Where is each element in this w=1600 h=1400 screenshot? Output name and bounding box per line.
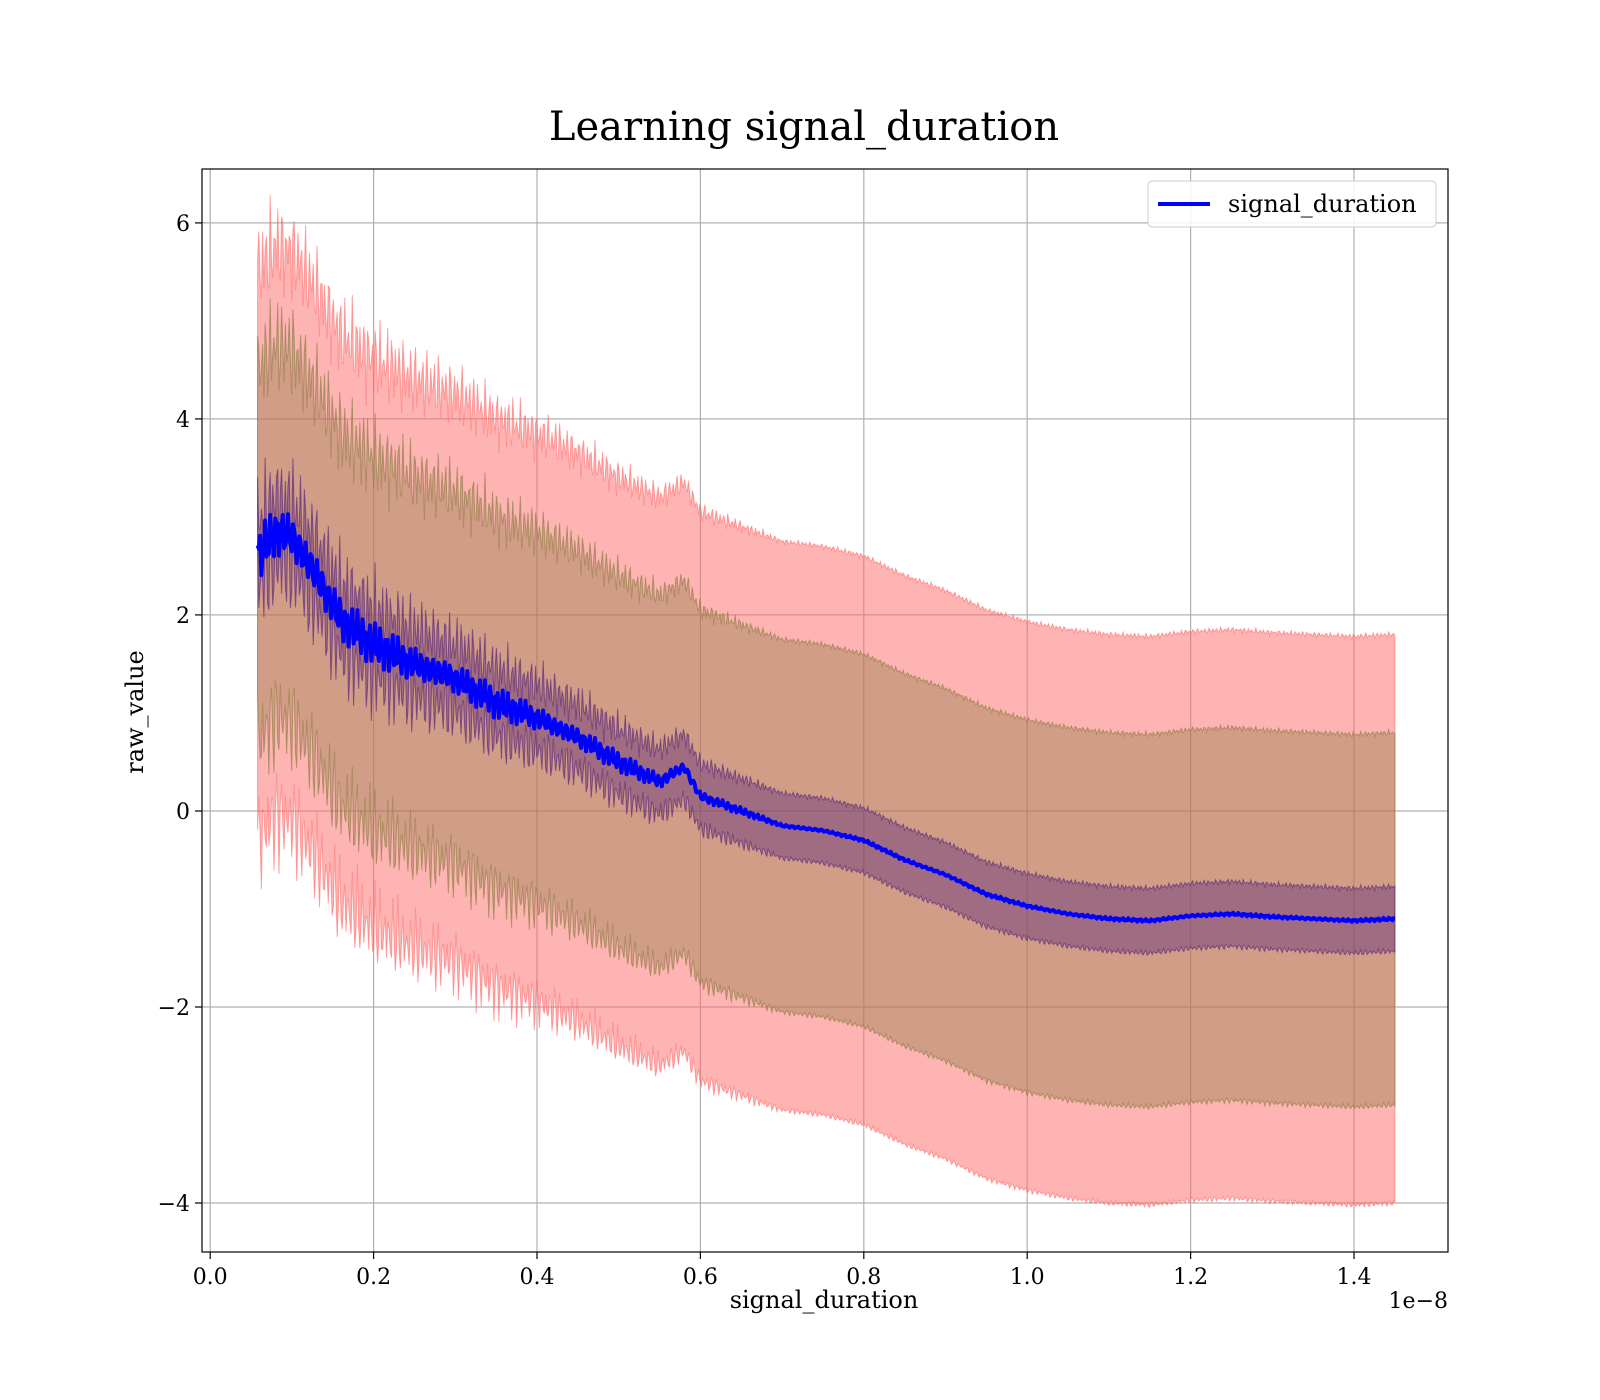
y-tick-label: 4: [176, 408, 190, 433]
y-tick-label: 0: [176, 800, 190, 825]
line-layer: [255, 512, 1396, 924]
legend-label: signal_duration: [1228, 190, 1417, 218]
y-tick-label: 6: [176, 212, 190, 237]
series-line-signal-duration: [255, 512, 1396, 924]
y-tick-label: 2: [176, 604, 190, 629]
x-tick-label: 0.4: [520, 1265, 555, 1290]
x-axis-ticks: 0.0 0.2 0.4 0.6 0.8 1.0 1.2 1.4: [193, 1252, 1372, 1290]
band-layer: [257, 195, 1396, 1209]
x-tick-label: 1.2: [1173, 1265, 1208, 1290]
band-middle: [257, 298, 1396, 1111]
chart-title: Learning signal_duration: [549, 104, 1059, 150]
band-inner: [257, 457, 1396, 957]
y-axis-ticks: −4 −2 0 2 4 6: [158, 212, 202, 1217]
x-tick-label: 1.4: [1337, 1265, 1372, 1290]
x-tick-label: 0.2: [356, 1265, 391, 1290]
y-axis-label: raw_value: [121, 650, 149, 774]
plot-frame: [201, 168, 1449, 1253]
x-axis-label: signal_duration: [730, 1286, 919, 1314]
band-outer: [257, 195, 1396, 1209]
x-tick-label: 0.6: [683, 1265, 718, 1290]
y-tick-label: −4: [158, 1192, 190, 1217]
y-tick-label: −2: [158, 996, 190, 1021]
x-tick-label: 0.0: [193, 1265, 228, 1290]
legend-box: [1147, 180, 1437, 228]
x-axis-offset-text: 1e−8: [1389, 1289, 1448, 1314]
legend: signal_duration: [1147, 180, 1437, 228]
x-tick-label: 1.0: [1010, 1265, 1045, 1290]
x-tick-label: 0.8: [846, 1265, 881, 1290]
